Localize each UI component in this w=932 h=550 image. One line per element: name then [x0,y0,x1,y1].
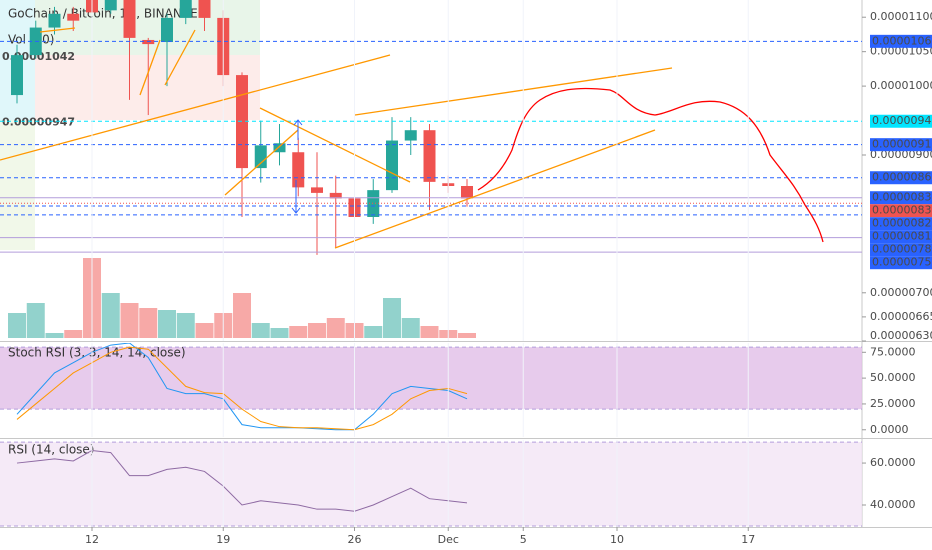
x-tick-label: Dec [438,533,459,546]
candle-body [386,140,398,191]
candle-body [254,145,267,169]
price-label: 0.00000915 [872,138,932,151]
x-tick-label: 17 [741,533,755,546]
pane-title: RSI (14, close) [8,443,94,457]
price-pane: GoChain / Bitcoin, 1D, BINANCE Vol (20) … [0,0,862,338]
y-tick-label: 0.00000630 [870,329,932,342]
x-tick-label: 5 [520,533,527,546]
y-tick-label: 0.00001000 [870,79,932,92]
y-tick-label: 50.0000 [870,371,916,384]
volume-bar [383,298,401,338]
price-label-box [870,243,932,257]
candle-body [461,186,473,199]
candle-body [161,17,173,43]
candle-body [48,13,61,28]
volume-bar [139,308,158,338]
volume-bar [233,293,251,338]
price-label-box [870,217,932,231]
volume-bar [195,323,214,338]
volume-bar [101,293,120,338]
volume-bar [326,318,345,338]
volume-bar [158,310,176,338]
pane-title: Stoch RSI (3, 3, 14, 14, close) [8,346,186,360]
volume-bar [26,303,45,338]
price-label: 0.00000780 [872,243,932,256]
price-label-box [870,34,932,48]
y-tick-label: 0.00000900 [870,148,932,161]
price-label-box [870,191,932,205]
axes: 12 19 26 Dec 5 10 170.000011000.000010500.0000… [85,0,932,546]
price-label-box [870,171,932,185]
x-tick-label: 19 [216,533,230,546]
price-label: 0.00001065 [872,34,932,47]
drawings [0,27,824,249]
volume-bar [458,333,476,338]
volume-bar [8,313,26,338]
volume-bar [45,333,64,338]
candle-body [104,0,117,11]
volume-bar [176,313,195,338]
candle-body [329,192,342,199]
candle-body [67,13,80,21]
candle-body [123,0,136,38]
price-label: 0.00000867 [872,171,932,184]
price-label-box [870,230,932,244]
y-tick-label: 0.00001100 [870,10,932,23]
volume-bar [401,318,420,338]
stoch-pane: Stoch RSI (3, 3, 14, 14, close) [0,343,862,431]
price-label: 0.00000813 [872,230,932,243]
candle-body [198,0,211,18]
price-label-box [870,204,932,218]
volume-bar [120,303,139,338]
band [0,347,862,410]
y-tick-label: 40.0000 [870,498,916,511]
candle-body [367,190,380,217]
y-tick-label: 0.00000700 [870,286,932,299]
candle-body [404,130,417,141]
candle-body [292,152,305,188]
price-label: 0.00000826 [872,217,932,230]
y-tick-label: 60.0000 [870,456,916,469]
candle-body [423,130,436,182]
price-label-box [870,138,932,152]
volume-bar [270,328,289,338]
x-tick-label: 12 [85,533,99,546]
volume-bar [308,323,326,338]
y-tick-label: 25.0000 [870,397,916,410]
x-tick-label: 10 [610,533,624,546]
y-tick-label: 0.00000665 [870,310,932,323]
volume-bar [420,326,439,338]
price-label: 0.00000838 [872,191,932,204]
price-label: 0.00000759 [872,256,932,269]
y-tick-label: 0.0000 [870,423,909,436]
candle-body [11,55,23,96]
candle-body [273,143,286,153]
price-label: 0.00000949 [872,114,932,127]
y-tick-label: 75.0000 [870,345,916,358]
y-tick-label: 0.00001050 [870,45,932,58]
volume-bar [289,326,308,338]
band [0,442,862,526]
x-tick-label: 26 [348,533,362,546]
volume-bar [64,330,83,338]
volume-bar [251,323,270,338]
candle-body [311,187,323,193]
rsi-pane: RSI (14, close) [0,441,862,527]
price-label-box [870,114,932,128]
overlay-label: 0.00000947 [2,116,75,129]
candle-body [179,0,192,18]
candle-body [142,39,155,45]
price-label-box [870,256,932,270]
price-label: 0.00000830 [872,204,932,217]
volume-bar [364,326,383,338]
